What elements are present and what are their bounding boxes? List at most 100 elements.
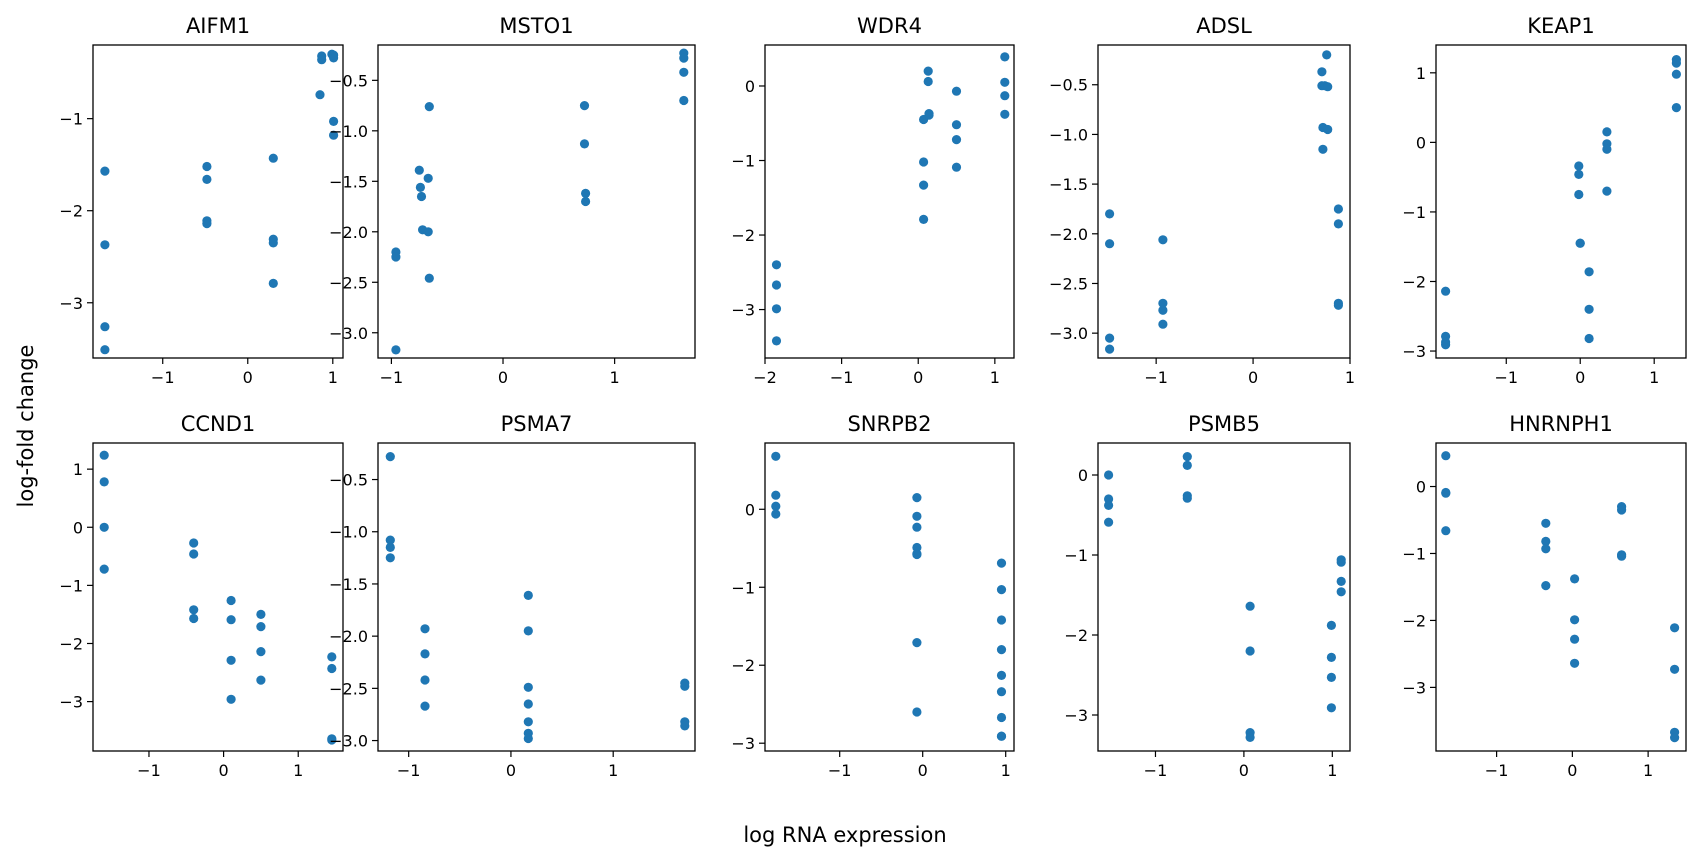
data-point (385, 535, 395, 545)
data-point (1671, 103, 1681, 113)
subplot-adsl: ADSL −1 0 1 −3.0 −2.5 −2.0 −1.5 −1.0 −0.5 (1049, 14, 1355, 387)
data-point (1323, 124, 1333, 135)
data-point (1671, 58, 1681, 68)
data-point (385, 452, 395, 462)
data-point (1617, 551, 1627, 561)
data-point (202, 219, 212, 229)
x-tick-label: 0 (913, 368, 923, 387)
data-point (256, 675, 266, 685)
y-tick-label: −1 (731, 152, 755, 171)
x-tick-label: 1 (328, 368, 338, 387)
data-point (923, 66, 933, 76)
data-point (268, 278, 278, 288)
data-point (1326, 703, 1336, 713)
data-point (1574, 169, 1584, 179)
y-tick-label: −1.0 (1049, 125, 1088, 144)
subplot-title: CCND1 (181, 412, 256, 436)
subplot-snrpb2: SNRPB2 −1 0 1 −3 −2 −1 0 (731, 412, 1015, 780)
subplot-title: AIFM1 (186, 14, 250, 38)
data-point (912, 511, 922, 521)
data-point (1158, 305, 1168, 315)
data-point (256, 622, 266, 632)
y-tick-label: −3 (59, 693, 83, 712)
data-point (1000, 52, 1010, 62)
data-point (1105, 344, 1115, 354)
y-tick-label: 0 (1078, 466, 1088, 485)
data-point (996, 558, 1007, 568)
x-tick-label: −1 (380, 368, 404, 387)
data-point (523, 626, 533, 636)
data-point (99, 450, 109, 460)
y-tick-label: 0 (745, 77, 755, 96)
data-point (1584, 267, 1594, 277)
data-point (924, 110, 934, 120)
subplot-aifm1: AIFM1 −1 0 1 −3 −2 −1 (59, 14, 344, 387)
y-tick-label: −2 (731, 656, 755, 675)
data-point (1584, 333, 1594, 344)
data-point (1541, 536, 1551, 547)
data-point (951, 120, 962, 130)
data-point (771, 260, 782, 270)
data-point (1671, 69, 1681, 79)
y-tick-label: −0.5 (329, 471, 368, 490)
y-tick-label: 0 (1416, 478, 1426, 497)
axes-frame (92, 44, 344, 359)
y-tick-label: −1.5 (329, 575, 368, 594)
x-tick-label: −1 (830, 368, 854, 387)
y-tick-label: −0.5 (329, 71, 368, 90)
data-point (189, 605, 199, 615)
x-tick-label: 1 (1345, 368, 1355, 387)
y-tick-label: 1 (1416, 64, 1426, 83)
data-point (996, 712, 1007, 723)
subplot-hnrnph1: HNRNPH1 −1 0 1 −3 −2 −1 0 (1402, 412, 1687, 780)
data-point (1441, 286, 1451, 296)
data-point (771, 451, 781, 461)
x-axis-label: log RNA expression (743, 823, 946, 847)
axes-frame (377, 442, 696, 752)
data-point (1158, 298, 1168, 308)
y-tick-label: −1.5 (1049, 175, 1088, 194)
y-tick-label: −1.0 (329, 523, 368, 542)
data-point (189, 549, 199, 559)
data-point (912, 638, 922, 648)
x-tick-label: 1 (990, 368, 1000, 387)
subplot-title: MSTO1 (499, 14, 573, 38)
data-point (996, 615, 1007, 625)
y-tick-label: −1 (1402, 203, 1426, 222)
data-point (523, 699, 533, 709)
data-point (996, 670, 1007, 681)
data-point (1602, 186, 1612, 196)
data-point (256, 609, 266, 620)
data-point (919, 157, 929, 167)
data-points (771, 52, 1010, 346)
x-tick-label: 1 (1643, 761, 1653, 780)
data-point (771, 490, 781, 500)
axes-frame (1097, 44, 1351, 359)
data-point (1158, 319, 1168, 329)
data-point (579, 139, 590, 149)
y-tick-label: −2 (1402, 611, 1426, 630)
subplot-psmb5: PSMB5 −1 0 1 −3 −2 −1 0 (1064, 412, 1351, 780)
data-point (1317, 67, 1327, 77)
data-points (1441, 55, 1681, 350)
subplot-wdr4: WDR4 −2 −1 0 1 −3 −2 −1 0 (731, 14, 1015, 387)
y-tick-label: −2 (59, 202, 83, 221)
data-point (1182, 460, 1192, 470)
y-tick-label: −3 (1064, 706, 1088, 725)
data-point (391, 345, 401, 355)
data-point (1570, 574, 1580, 584)
data-point (420, 675, 430, 685)
data-point (1182, 452, 1192, 462)
data-point (1602, 127, 1612, 137)
y-tick-label: −1 (59, 110, 83, 129)
x-tick-label: −1 (151, 368, 175, 387)
x-tick-label: 0 (1575, 368, 1585, 387)
data-point (100, 322, 110, 332)
data-point (1104, 500, 1114, 510)
y-tick-label: −2.5 (1049, 274, 1088, 293)
data-point (100, 345, 110, 355)
axes-frame (1097, 442, 1351, 752)
y-tick-label: 0 (73, 518, 83, 537)
y-tick-label: −3.0 (329, 732, 368, 751)
data-point (329, 130, 339, 140)
